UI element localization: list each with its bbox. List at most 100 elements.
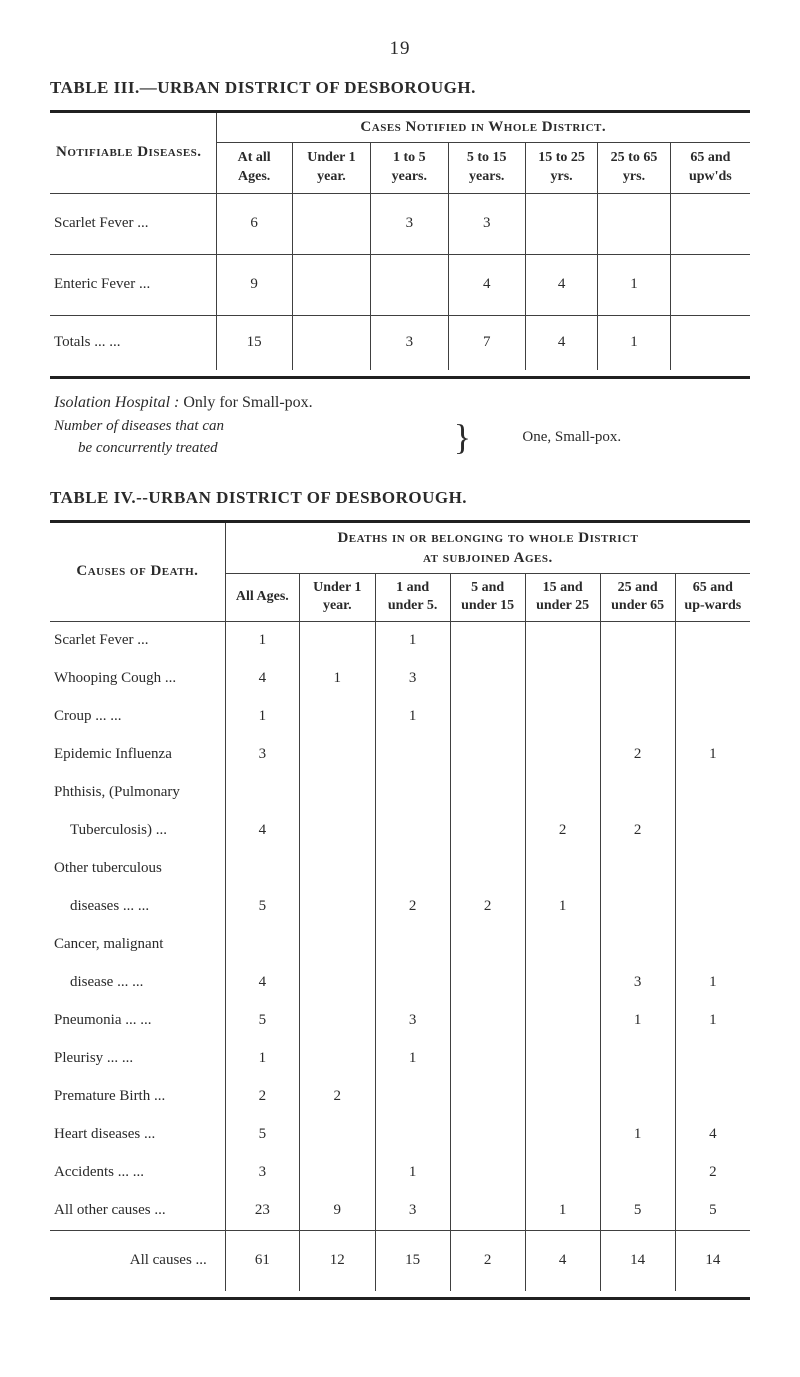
table-cell [450,1078,525,1116]
t4-tot-2: 15 [375,1230,450,1291]
table-row-label: Whooping Cough ... [50,660,225,698]
table-cell: 2 [600,812,675,850]
table-cell: 4 [675,1116,750,1154]
t3-col-6: 65 and upw'ds [670,143,750,194]
table-cell: 2 [675,1154,750,1192]
table-cell: 3 [225,1154,299,1192]
table-cell [675,660,750,698]
table-cell [675,850,750,888]
t4-col-3: 5 and under 15 [450,574,525,621]
table-cell: 1 [600,1116,675,1154]
table-cell [225,774,299,812]
table-cell [299,698,375,736]
table3: Notifiable Diseases. Cases Notified in W… [50,113,750,370]
table-cell: 4 [448,254,525,315]
table-cell: 3 [375,1002,450,1040]
table-cell [600,1154,675,1192]
table-row-label: Cancer, malignant [50,926,225,964]
table-cell: 1 [675,1002,750,1040]
t4-tot-3: 2 [450,1230,525,1291]
table-row-label: Scarlet Fever ... [50,193,216,254]
table-cell [299,1002,375,1040]
table-cell [375,774,450,812]
table-cell [600,698,675,736]
table-cell [450,660,525,698]
table-cell [600,1040,675,1078]
t3-col-3: 5 to 15 years. [448,143,525,194]
table-cell [525,736,600,774]
t3-col-2: 1 to 5 years. [371,143,448,194]
t4-col-0: All Ages. [225,574,299,621]
table-cell: 23 [225,1192,299,1231]
table-cell [450,621,525,660]
table-cell [675,1040,750,1078]
table-cell [225,850,299,888]
table-cell [375,1078,450,1116]
rule [50,376,750,379]
table-row-label: diseases ... ... [50,888,225,926]
t3-col-5: 25 to 65 yrs. [598,143,670,194]
table-cell [450,1192,525,1231]
table-cell: 1 [225,621,299,660]
t4-gh-l2: at subjoined Ages. [423,550,553,566]
table-cell [450,736,525,774]
table-cell [450,1154,525,1192]
t3-tot-5: 1 [598,315,670,370]
t4-col-2: 1 and under 5. [375,574,450,621]
t3-tot-4: 4 [525,315,597,370]
table-cell [299,736,375,774]
table-row-label: Croup ... ... [50,698,225,736]
table-cell: 4 [225,660,299,698]
table-row-label: Scarlet Fever ... [50,621,225,660]
table-cell [375,736,450,774]
table-cell: 5 [675,1192,750,1231]
table-row-label: Premature Birth ... [50,1078,225,1116]
table-cell [525,660,600,698]
table-cell [525,621,600,660]
table-row-label: Pleurisy ... ... [50,1040,225,1078]
table-cell: 3 [375,660,450,698]
table-cell: 5 [225,1002,299,1040]
table-cell [450,1002,525,1040]
table-cell [375,812,450,850]
table-cell [525,774,600,812]
table-cell [525,1154,600,1192]
table-cell: 4 [225,964,299,1002]
table-cell [675,621,750,660]
table-cell [675,698,750,736]
table-row-label: Pneumonia ... ... [50,1002,225,1040]
table-cell: 1 [375,1154,450,1192]
table-cell: 2 [600,736,675,774]
table-cell: 3 [371,193,448,254]
table-cell: 3 [225,736,299,774]
table4-stub-header: Causes of Death. [50,523,225,621]
table-cell [299,850,375,888]
t4-tot-6: 14 [675,1230,750,1291]
table-cell [525,698,600,736]
table-cell [450,1040,525,1078]
table-cell [375,1116,450,1154]
table-row-label: Enteric Fever ... [50,254,216,315]
table-cell: 2 [299,1078,375,1116]
table-cell [371,254,448,315]
t3-col-4: 15 to 25 yrs. [525,143,597,194]
table-cell [375,926,450,964]
table-cell [525,1116,600,1154]
table-cell [292,254,370,315]
table-cell [450,850,525,888]
t3-col-0: At all Ages. [216,143,292,194]
table3-title: TABLE III.—URBAN DISTRICT OF DESBOROUGH. [50,78,750,98]
table3-stub-header: Notifiable Diseases. [50,113,216,193]
table-cell [375,850,450,888]
table-cell [450,774,525,812]
t3-tot-0: 15 [216,315,292,370]
t4-col-5: 25 and under 65 [600,574,675,621]
table-cell [450,698,525,736]
table-cell: 4 [225,812,299,850]
table-cell [299,964,375,1002]
t4-tot-0: 61 [225,1230,299,1291]
table-row-label: Phthisis, (Pulmonary [50,774,225,812]
note-num-a: Number of diseases that can [54,418,224,434]
table-cell [299,926,375,964]
table-row-label: All other causes ... [50,1192,225,1231]
